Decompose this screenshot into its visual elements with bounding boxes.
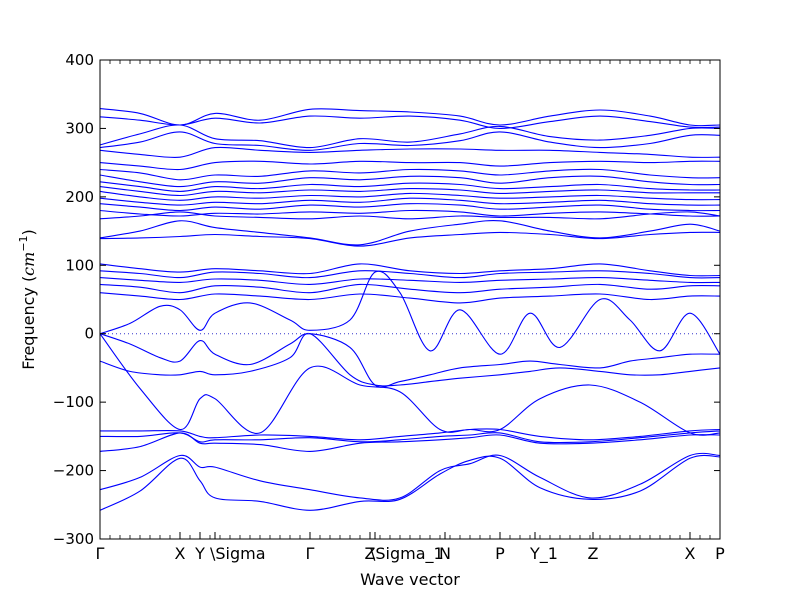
x-tick-label: \Sigma_1	[370, 544, 444, 564]
band-line-2	[100, 115, 720, 129]
plot-frame	[99, 59, 721, 540]
band-line-12	[100, 197, 720, 206]
y-tick-layer: 400 300 200 100 0 −100 −200 −300	[53, 51, 720, 548]
band-line-23	[100, 270, 720, 355]
band-line-6	[100, 160, 720, 171]
x-tick-label: P	[495, 544, 505, 563]
band-line-24	[100, 333, 720, 388]
band-line-29	[100, 432, 720, 452]
band-line-31	[100, 454, 720, 511]
band-line-13	[100, 203, 720, 212]
y-axis-label-unit: cm	[19, 252, 38, 276]
x-tick-layer: Γ X Y \Sigma Γ Z\Sigma_1N P Y_1 Z X P	[96, 60, 725, 564]
band-line-1	[100, 108, 720, 127]
y-tick-label: 300	[65, 119, 94, 137]
x-tick-label: Y_1	[529, 544, 558, 564]
band-line-9	[100, 181, 720, 192]
y-axis-label-close: )	[19, 229, 38, 235]
band-line-19	[100, 270, 720, 279]
band-line-27	[100, 428, 720, 441]
band-line-15	[100, 211, 720, 220]
band-line-16	[100, 220, 720, 246]
band-line-30	[100, 452, 720, 501]
band-line-8	[100, 174, 720, 188]
band-line-14	[100, 209, 720, 217]
y-tick-label: 400	[65, 51, 94, 69]
band-line-25	[100, 333, 720, 387]
y-tick-label: −200	[53, 462, 94, 480]
x-axis-label: Wave vector	[360, 570, 460, 589]
x-tick-label: P	[715, 544, 725, 563]
y-tick-label: −300	[53, 530, 94, 548]
band-line-4	[100, 131, 720, 151]
band-line-11	[100, 190, 720, 201]
y-axis-label-exponent: −1	[17, 235, 30, 251]
band-line-21	[100, 283, 720, 294]
y-tick-label: 200	[65, 188, 94, 206]
band-line-7	[100, 168, 720, 181]
series-layer	[100, 108, 720, 511]
y-tick-label: −100	[53, 393, 94, 411]
x-tick-label: Z	[588, 544, 599, 563]
band-line-10	[100, 186, 720, 197]
x-tick-label: X	[175, 544, 186, 563]
y-axis-label: Frequency (cm−1)	[17, 229, 38, 370]
band-line-17	[100, 231, 720, 247]
x-tick-label: \Sigma	[210, 544, 266, 563]
band-line-18	[100, 263, 720, 277]
band-line-22	[100, 292, 720, 304]
band-line-5	[100, 146, 720, 158]
y-tick-label: 100	[65, 256, 94, 274]
band-line-26	[100, 333, 720, 436]
x-tick-label: N	[439, 544, 451, 563]
x-tick-label: Γ	[96, 544, 105, 563]
x-tick-label: Γ	[306, 544, 315, 563]
x-tick-label: Z	[365, 544, 376, 563]
band-line-20	[100, 277, 720, 285]
band-line-3	[100, 124, 720, 149]
y-axis-label-prefix: Frequency (	[19, 276, 38, 370]
x-tick-label: X	[685, 544, 696, 563]
x-tick-label: Y	[194, 544, 205, 563]
y-tick-label: 0	[84, 325, 94, 343]
